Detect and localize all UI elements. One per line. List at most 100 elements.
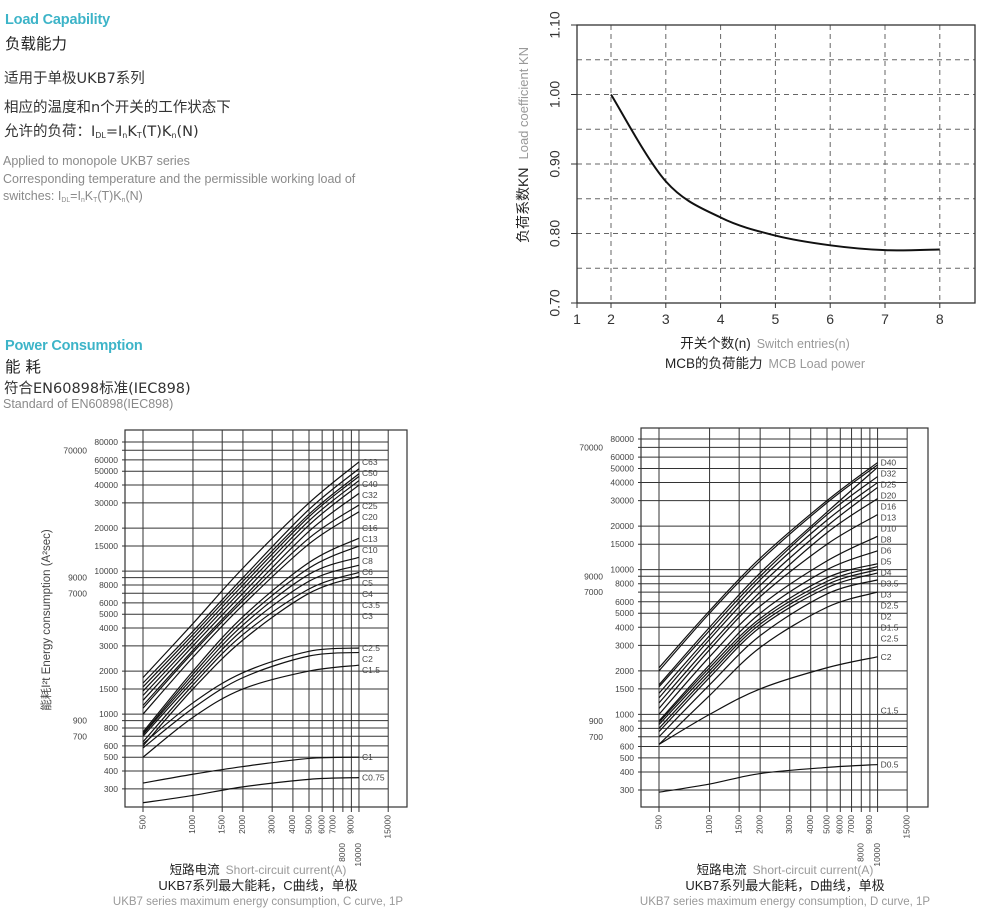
y-tick-label: 10000 (610, 565, 634, 575)
x-tick-label: 7 (881, 311, 889, 327)
x-tick-label: 1500 (733, 815, 743, 834)
formula-sub: DL (61, 197, 71, 204)
curve-D16 (658, 482, 878, 694)
x-tick-label: 4000 (287, 815, 297, 834)
formula-sub: T (136, 131, 142, 140)
y-tick-label: 20000 (610, 521, 634, 531)
y-tick-label: 500 (620, 753, 634, 763)
y-axis-title: 能耗I²t Energy consumption (A²sec) (39, 529, 53, 711)
curve-label: C8 (362, 556, 373, 566)
curve-C13 (142, 504, 360, 709)
y-tick-label: 40000 (610, 478, 634, 488)
curve-label: D5 (881, 557, 892, 567)
y-tick-label: 15000 (94, 541, 118, 551)
curve-label: D6 (881, 546, 892, 556)
y-tick-label: 600 (620, 741, 634, 751)
x-tick-label: 6 (826, 311, 834, 327)
kn-curve (610, 93, 940, 252)
curve-label: C25 (362, 501, 378, 511)
curve-D25 (658, 466, 878, 686)
standard-cn: 符合EN60898标准(IEC898) (4, 381, 191, 397)
curve-C25 (142, 480, 360, 696)
y-axis-title-en: Load coefficient KN (516, 47, 531, 160)
x-tick-label: 15000 (382, 815, 392, 839)
curve-D10 (658, 498, 878, 704)
curve-label: D3.5 (881, 579, 899, 589)
formula-part: I (57, 189, 62, 203)
x-tick-label: 3 (662, 311, 670, 327)
curve-label: D13 (881, 513, 897, 523)
standard-en: Standard of EN60898(IEC898) (3, 397, 174, 411)
x-tick-label: 6000 (316, 815, 326, 834)
y-tick-label: 3000 (99, 641, 118, 651)
y-tick-label: 900 (589, 716, 603, 726)
power-consumption-title-en: Power Consumption (5, 338, 143, 354)
x-tick-label: 1000 (187, 815, 197, 834)
y-tick-label: 800 (620, 723, 634, 733)
y-tick-label: 3000 (615, 640, 634, 650)
curve-label: C5 (362, 578, 373, 588)
formula-line-cn: 允许的负荷：IDL=InKT(T)Kn(N) (4, 120, 199, 141)
curve-C2-5 (142, 647, 360, 745)
x-tick-label: 7000 (328, 815, 338, 834)
curve-label: C2 (362, 654, 373, 664)
x-tick-label: 8000 (337, 843, 347, 862)
y-tick-label: 300 (620, 785, 634, 795)
x-tick-label: 4000 (805, 815, 815, 834)
y-tick-label: 6000 (99, 598, 118, 608)
x-tick-label: 3000 (784, 815, 794, 834)
x-tick-label: 9000 (346, 815, 356, 834)
xlabel-cn: 开关个数(n) (680, 336, 751, 351)
curve-C3 (142, 575, 360, 747)
condition-en: Corresponding temperature and the permis… (3, 172, 356, 186)
applies-to-en: Applied to monopole UKB7 series (3, 154, 190, 168)
title-cn: MCB的负荷能力 (665, 356, 763, 371)
curve-C6 (142, 545, 360, 735)
curve-D0-5 (658, 763, 878, 793)
curve-label: D20 (881, 491, 897, 501)
y-tick-label: 1000 (99, 709, 118, 719)
y-axis-title-cn: 负荷系数KN (515, 168, 531, 243)
y-tick-label: 70000 (579, 442, 603, 452)
x-tick-label: 2 (607, 311, 615, 327)
xlabel-en: Switch entries(n) (757, 337, 850, 351)
curve-label: C3 (362, 611, 373, 621)
curve-D5 (658, 550, 878, 722)
x-tick-label: 9000 (864, 815, 874, 834)
formula-part: K (127, 124, 137, 140)
x-tick-label: 5000 (821, 815, 831, 834)
curve-C2 (658, 656, 878, 745)
formula-sub: n (80, 197, 85, 204)
curve-label: C2.5 (881, 634, 899, 644)
curve-label: C6 (362, 567, 373, 577)
x-tick-label: 15000 (901, 815, 911, 839)
curve-C1 (142, 756, 359, 784)
curve-C4 (142, 564, 360, 737)
y-tick-label: 30000 (610, 496, 634, 506)
y-tick-label: 1500 (99, 684, 118, 694)
curve-label: C20 (362, 512, 378, 522)
formula-part: (T)K (97, 189, 122, 203)
x-tick-label: 500 (653, 815, 663, 829)
x-tick-label: 3000 (266, 815, 276, 834)
load-capability-title-cn: 负载能力 (5, 35, 68, 53)
plot-frame (124, 429, 408, 808)
x-axis-title: 短路电流 Short-circuit current(A) (170, 862, 347, 877)
x-tick-label: 10000 (872, 843, 882, 867)
curve-C3-5 (142, 571, 360, 743)
curve-C1-5 (142, 664, 360, 758)
curve-label: D2 (881, 612, 892, 622)
x-axis-title-cn: 短路电流 (170, 862, 221, 877)
formula-sub: DL (95, 131, 106, 140)
y-tick-label: 4000 (615, 622, 634, 632)
curve-D40 (658, 462, 878, 669)
x-tick-label: 1 (573, 311, 581, 327)
x-axis-title-cn: 短路电流 (697, 862, 748, 877)
curve-D3-5 (658, 566, 878, 726)
formula-sub: n (171, 131, 177, 140)
curve-C50 (142, 468, 360, 684)
x-axis-title-en: Short-circuit current(A) (226, 863, 347, 877)
curve-D20 (658, 476, 878, 688)
curve-label: C2 (881, 652, 892, 662)
